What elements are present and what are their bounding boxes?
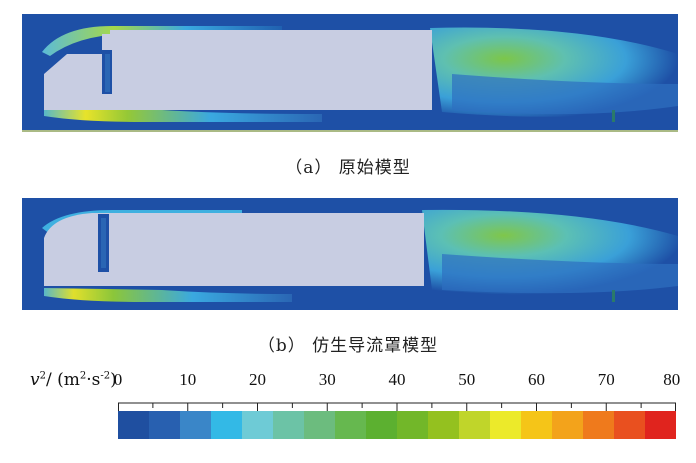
colorbar-tick-label: 40 xyxy=(388,370,406,389)
colorbar-bin xyxy=(149,411,181,439)
truck-body-original xyxy=(44,30,432,110)
wake-lower-band xyxy=(452,74,678,115)
label-part-2: ·s xyxy=(86,370,101,390)
probe-marker xyxy=(612,110,615,122)
colorbar-bin xyxy=(211,411,243,439)
colorbar-bin xyxy=(459,411,491,439)
colorbar-tick-label: 50 xyxy=(458,370,476,389)
colorbar xyxy=(118,402,676,439)
label-part-3: ) xyxy=(110,370,117,390)
truck-body-bionic xyxy=(44,213,424,286)
colorbar-bin xyxy=(583,411,615,439)
underbody-acceleration-zone xyxy=(44,110,322,122)
colorbar-tick-label: 20 xyxy=(249,370,266,389)
colorbar-bin xyxy=(521,411,553,439)
colorbar-tick-label: 30 xyxy=(318,370,336,389)
label-exponent-3: -2 xyxy=(100,370,111,382)
colorbar-bin xyxy=(273,411,305,439)
label-exponent-1: 2 xyxy=(39,370,46,382)
caption-bionic: （b） 仿生导流罩模型 xyxy=(257,336,439,356)
flow-contour-bionic xyxy=(22,198,678,310)
colorbar-tick-label: 10 xyxy=(179,370,197,389)
colorbar-bin xyxy=(242,411,274,439)
caption-original: （a） 原始模型 xyxy=(285,158,411,178)
label-part-1: / (m xyxy=(45,370,80,390)
colorbar-bin xyxy=(397,411,429,439)
velocity-symbol: v xyxy=(30,370,40,390)
colorbar-bin xyxy=(552,411,584,439)
colorbar-unit-label: v2/ (m2·s-2) xyxy=(30,370,117,390)
colorbar-tick-label: 70 xyxy=(597,370,615,389)
flow-field-bionic xyxy=(22,198,678,310)
probe-marker xyxy=(612,290,615,302)
colorbar-bin xyxy=(428,411,460,439)
colorbar-bin xyxy=(335,411,367,439)
gap-flow xyxy=(105,54,110,92)
flow-contour-original xyxy=(22,14,678,132)
flow-field-original xyxy=(22,14,678,132)
colorbar-tick-label: 80 xyxy=(663,370,681,389)
gap-flow xyxy=(101,218,106,268)
colorbar-bin xyxy=(645,411,676,439)
underbody-acceleration-zone xyxy=(44,288,292,302)
label-exponent-2: 2 xyxy=(79,370,87,382)
colorbar-bin xyxy=(304,411,336,439)
colorbar-bin xyxy=(614,411,646,439)
colorbar-bin xyxy=(180,411,212,439)
colorbar-tick-label: 0 xyxy=(113,370,123,389)
colorbar-bin xyxy=(118,411,150,439)
colorbar-bin xyxy=(366,411,398,439)
colorbar-bin xyxy=(490,411,522,439)
wake-lower-band xyxy=(442,254,678,294)
colorbar-tick-label: 60 xyxy=(528,370,545,389)
